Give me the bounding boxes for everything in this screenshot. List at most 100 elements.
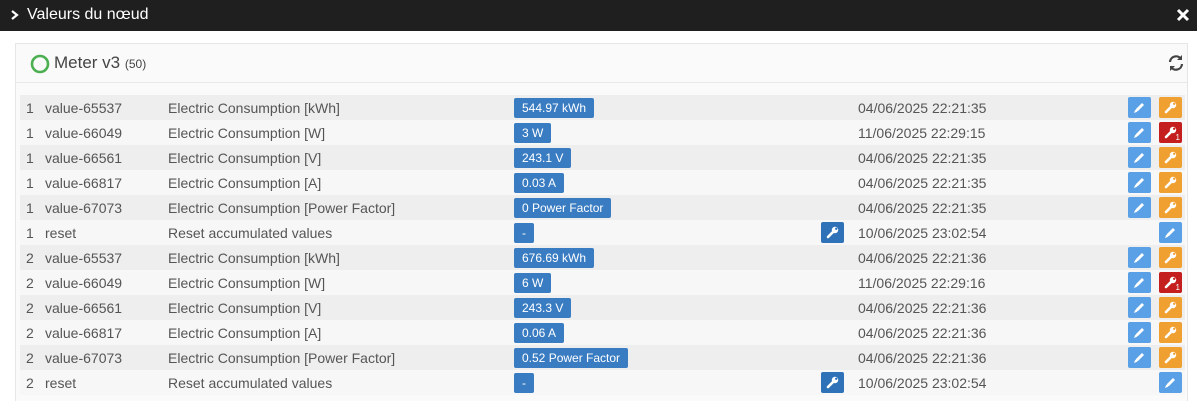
edit-button[interactable] [1128,97,1151,118]
table-row: 2 value-66561 Electric Consumption [V] 243.… [20,295,1185,320]
panel-header: Meter v3 (50) [16,44,1187,83]
label-cell: Electric Consumption [V] [168,299,322,316]
table-row: 1 reset Reset accumulated values - 10/06/202… [20,220,1185,245]
actions-cell [1058,370,1185,395]
close-icon[interactable] [1176,8,1190,22]
edit-button[interactable] [1128,322,1151,343]
config-button[interactable] [1159,297,1182,318]
updated-cell: 04/06/2025 22:21:35 [858,199,987,216]
actions-cell [1058,245,1185,270]
value-id-cell: value-65537 [45,99,123,116]
node-title: Meter v3 (50) [54,53,146,74]
table-row: 2 value-66049 Electric Consumption [W] 6 W 1… [20,270,1185,295]
value-cell: 544.97 kWh [514,95,821,120]
actions-cell [1058,170,1185,195]
edit-button[interactable] [1128,122,1151,143]
config-button[interactable] [1159,147,1182,168]
set-cell [821,370,858,395]
value-badge: 0.52 Power Factor [514,347,629,368]
updated-cell: 04/06/2025 22:21:36 [858,324,987,341]
value-id-cell: value-67073 [45,199,123,216]
instance-cell: 2 [26,249,34,266]
updated-cell: 10/06/2025 23:02:54 [858,224,987,241]
set-cell [821,245,858,270]
value-badge: 0.03 A [514,172,565,193]
instance-cell: 1 [26,224,34,241]
edit-button[interactable] [1128,297,1151,318]
instance-cell: 2 [26,274,34,291]
value-badge: 3 W [514,122,552,143]
values-table: 1 value-65537 Electric Consumption [kWh] 54… [20,95,1185,395]
config-alert-button[interactable]: 1 [1159,122,1182,143]
edit-button[interactable] [1128,247,1151,268]
config-button[interactable] [1159,97,1182,118]
set-cell [821,145,858,170]
set-cell [821,195,858,220]
value-badge: - [514,222,534,243]
table-row: 2 value-65537 Electric Consumption [kWh] 67… [20,245,1185,270]
alert-count: 1 [1175,283,1180,292]
actions-cell [1058,345,1185,370]
value-cell: 676.69 kWh [514,245,821,270]
updated-cell: 10/06/2025 23:02:54 [858,374,987,391]
dialog-title: Valeurs du nœud [27,6,149,23]
dialog-titlebar: Valeurs du nœud [0,0,1197,31]
value-cell: 0 Power Factor [514,195,821,220]
value-id-cell: value-66049 [45,124,123,141]
instance-cell: 2 [26,349,34,366]
label-cell: Reset accumulated values [168,374,333,391]
label-cell: Electric Consumption [W] [168,124,326,141]
value-badge: 243.1 V [514,147,572,168]
table-row: 1 value-67073 Electric Consumption [Power … [20,195,1185,220]
value-badge: 676.69 kWh [514,247,595,268]
config-button[interactable] [1159,247,1182,268]
edit-button[interactable] [1159,222,1182,243]
set-cell [821,170,858,195]
value-cell: 3 W [514,120,821,145]
label-cell: Electric Consumption [A] [168,324,322,341]
updated-cell: 04/06/2025 22:21:35 [858,149,987,166]
set-cell [821,270,858,295]
instance-cell: 1 [26,149,34,166]
status-ring-icon [30,54,50,74]
edit-button[interactable] [1128,172,1151,193]
config-button[interactable] [1159,197,1182,218]
config-button[interactable] [1159,322,1182,343]
config-button[interactable] [1159,347,1182,368]
instance-cell: 1 [26,199,34,216]
set-cell [821,295,858,320]
updated-cell: 04/06/2025 22:21:35 [858,174,987,191]
edit-button[interactable] [1128,147,1151,168]
set-cell [821,320,858,345]
value-id-cell: value-66561 [45,299,123,316]
actions-cell [1058,320,1185,345]
node-value-count: (50) [124,57,147,71]
value-cell: 0.06 A [514,320,821,345]
actions-cell [1058,220,1185,245]
instance-cell: 1 [26,99,34,116]
value-cell: 0.52 Power Factor [514,345,821,370]
set-cell [821,95,858,120]
node-name: Meter v3 [54,53,121,72]
value-id-cell: value-66561 [45,149,123,166]
table-row: 1 value-66049 Electric Consumption [W] 3 W 1… [20,120,1185,145]
updated-cell: 11/06/2025 22:29:16 [858,274,986,291]
node-values-panel: Meter v3 (50) 1 value-65537 Electric Consu… [15,43,1188,401]
updated-cell: 04/06/2025 22:21:36 [858,299,987,316]
value-badge: 6 W [514,272,552,293]
table-row: 1 value-65537 Electric Consumption [kWh] 54… [20,95,1185,120]
edit-button[interactable] [1128,272,1151,293]
value-badge: 0.06 A [514,322,565,343]
actions-cell [1058,145,1185,170]
config-alert-button[interactable]: 1 [1159,272,1182,293]
refresh-icon[interactable] [1167,54,1185,72]
config-button[interactable] [1159,172,1182,193]
value-id-cell: value-66049 [45,274,123,291]
label-cell: Electric Consumption [Power Factor] [168,199,396,216]
edit-button[interactable] [1128,197,1151,218]
set-value-button[interactable] [821,372,844,393]
edit-button[interactable] [1128,347,1151,368]
value-id-cell: value-65537 [45,249,123,266]
set-value-button[interactable] [821,222,844,243]
edit-button[interactable] [1159,372,1182,393]
